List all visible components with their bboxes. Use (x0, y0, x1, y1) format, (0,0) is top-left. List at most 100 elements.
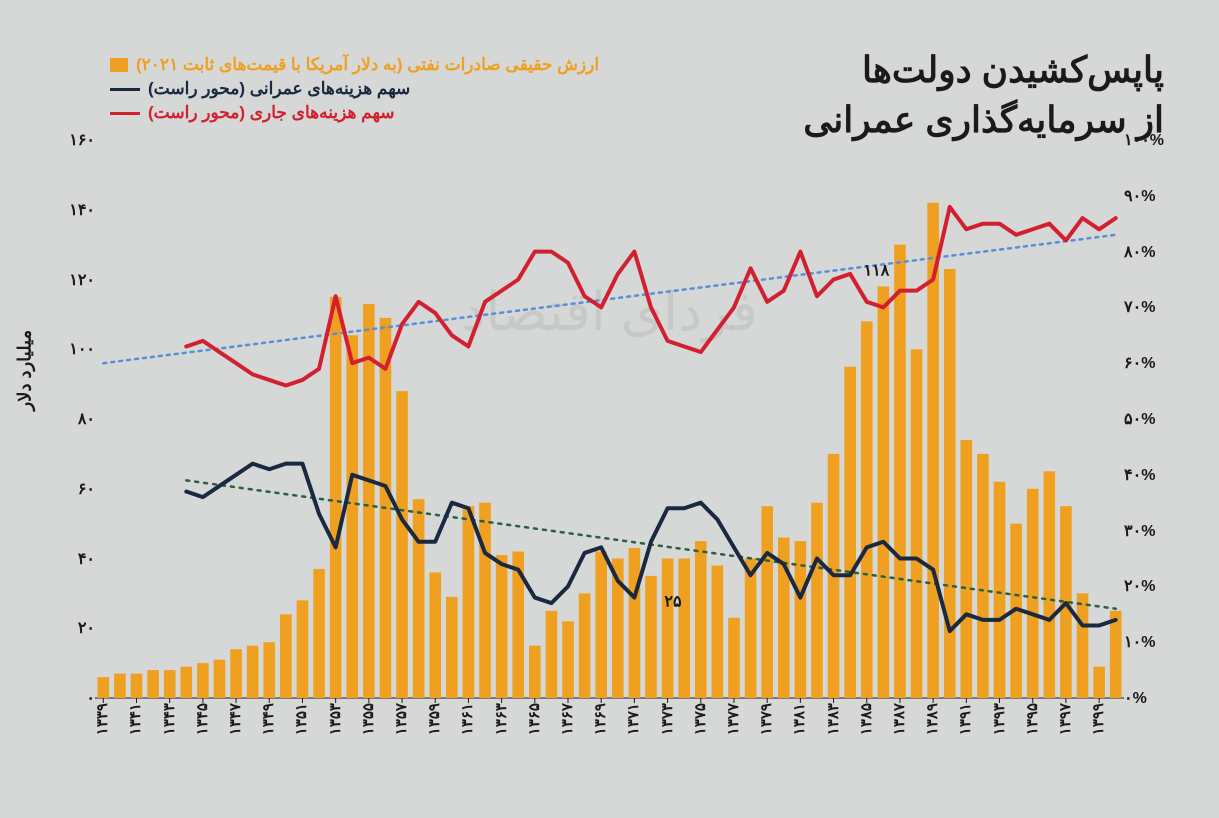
bar (844, 367, 856, 698)
bar (1077, 593, 1089, 698)
legend-item-red: سهم هزینه‌های جاری (محور راست) (110, 103, 599, 123)
legend-item-bars: ارزش حقیقی صادرات نفتی (به دلار آمریکا ب… (110, 55, 599, 75)
bar (197, 663, 209, 698)
x-axis-ticks: ۱۳۳۹۱۳۴۱۱۳۴۳۱۳۴۵۱۳۴۷۱۳۴۹۱۳۵۱۱۳۵۳۱۳۵۵۱۳۵۷… (95, 703, 1124, 798)
y-tick-left: ۸۰ (78, 409, 95, 429)
y-tick-left: ۱۴۰ (69, 200, 95, 220)
annotation: ۱۱۸ (864, 263, 890, 280)
x-tick: ۱۳۸۵ (858, 703, 876, 735)
bar (745, 559, 757, 699)
bar (944, 269, 956, 698)
bar (911, 349, 923, 698)
x-tick: ۱۳۷۳ (659, 703, 677, 735)
y-tick-left: ۲۰ (78, 618, 95, 638)
bar (878, 286, 890, 698)
legend: ارزش حقیقی صادرات نفتی (به دلار آمریکا ب… (110, 55, 599, 127)
y-tick-right: ۱۰% (1124, 632, 1155, 652)
bar (562, 621, 574, 698)
bar (180, 667, 192, 698)
bar (97, 677, 109, 698)
bar (994, 482, 1006, 698)
x-tick: ۱۳۴۷ (227, 703, 245, 735)
y-tick-right: ۵۰% (1124, 409, 1155, 429)
series-line (186, 207, 1115, 386)
y-tick-right: ۳۰% (1124, 521, 1155, 541)
bar (894, 245, 906, 698)
bar (147, 670, 159, 698)
x-tick: ۱۳۵۹ (426, 703, 444, 735)
y-tick-right: ۰% (1124, 688, 1147, 708)
y-tick-left: ۱۶۰ (69, 130, 95, 150)
bar (280, 614, 292, 698)
bar (479, 503, 491, 698)
y-tick-right: ۹۰% (1124, 186, 1155, 206)
x-tick: ۱۳۵۱ (293, 703, 311, 735)
legend-swatch-navy (110, 88, 140, 91)
legend-label-bars: ارزش حقیقی صادرات نفتی (به دلار آمریکا ب… (136, 55, 599, 75)
legend-label-navy: سهم هزینه‌های عمرانی (محور راست) (148, 79, 410, 99)
bar (496, 555, 508, 698)
bar (1110, 611, 1122, 698)
x-tick: ۱۳۵۷ (393, 703, 411, 735)
chart-plot: ۱۱۸ ۲۵ (95, 140, 1124, 698)
y-tick-right: ۱۰۰% (1124, 130, 1164, 150)
annotation: ۲۵ (664, 593, 682, 610)
bar (396, 391, 408, 698)
bar (961, 440, 973, 698)
chart-title: پاپس‌کشیدن دولت‌ها از سرمایه‌گذاری عمران… (803, 45, 1164, 146)
x-tick: ۱۳۴۵ (194, 703, 212, 735)
y-tick-left: ۱۲۰ (69, 270, 95, 290)
x-tick: ۱۳۷۱ (625, 703, 643, 735)
bar (761, 506, 773, 698)
y-tick-left: ۴۰ (78, 549, 95, 569)
bar (230, 649, 242, 698)
x-tick: ۱۳۶۵ (526, 703, 544, 735)
bar (164, 670, 176, 698)
bar (579, 593, 591, 698)
bar (1093, 667, 1105, 698)
bar (861, 321, 873, 698)
bar (662, 559, 674, 699)
x-tick: ۱۳۶۱ (459, 703, 477, 735)
bar (1027, 489, 1039, 698)
bar (247, 646, 259, 698)
y-tick-right: ۴۰% (1124, 465, 1155, 485)
x-tick: ۱۳۹۹ (1090, 703, 1108, 735)
y-axis-left-label: میلیارد دلار (15, 330, 36, 411)
x-tick: ۱۳۴۹ (260, 703, 278, 735)
y-tick-right: ۶۰% (1124, 353, 1155, 373)
title-line-2: از سرمایه‌گذاری عمرانی (803, 95, 1164, 145)
legend-label-red: سهم هزینه‌های جاری (محور راست) (148, 103, 395, 123)
trend-line (103, 235, 1115, 363)
x-tick: ۱۳۸۱ (791, 703, 809, 735)
x-tick: ۱۳۵۵ (360, 703, 378, 735)
bar (529, 646, 541, 698)
bar (214, 660, 226, 698)
bar (595, 552, 607, 698)
title-line-1: پاپس‌کشیدن دولت‌ها (803, 45, 1164, 95)
bar (413, 499, 425, 698)
bar (546, 611, 558, 698)
x-tick: ۱۳۶۹ (592, 703, 610, 735)
bar (728, 618, 740, 698)
x-tick: ۱۳۷۷ (725, 703, 743, 735)
x-tick: ۱۳۸۹ (924, 703, 942, 735)
bar (645, 576, 657, 698)
x-tick: ۱۳۶۷ (559, 703, 577, 735)
x-tick: ۱۳۵۳ (327, 703, 345, 735)
x-tick: ۱۳۸۳ (825, 703, 843, 735)
x-tick: ۱۳۸۷ (891, 703, 909, 735)
y-tick-right: ۸۰% (1124, 242, 1155, 262)
x-tick: ۱۳۷۵ (692, 703, 710, 735)
bar (695, 541, 707, 698)
bar (330, 297, 342, 698)
bar (811, 503, 823, 698)
y-axis-right-ticks: ۰%۱۰%۲۰%۳۰%۴۰%۵۰%۶۰%۷۰%۸۰%۹۰%۱۰۰% (1124, 140, 1164, 698)
x-tick: ۱۳۹۱ (957, 703, 975, 735)
bar (313, 569, 325, 698)
x-tick: ۱۳۳۹ (94, 703, 112, 735)
bar (712, 565, 724, 698)
bar (131, 674, 143, 698)
y-tick-right: ۲۰% (1124, 576, 1155, 596)
x-tick: ۱۳۶۳ (493, 703, 511, 735)
